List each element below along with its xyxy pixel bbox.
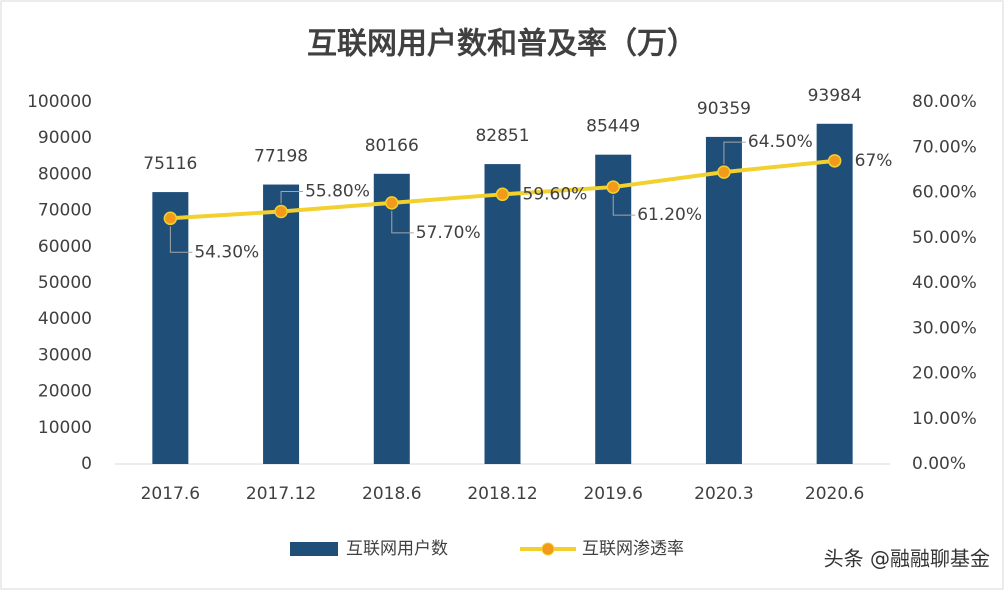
y2-tick-label: 50.00%: [912, 228, 977, 248]
legend-label: 互联网用户数: [346, 539, 448, 559]
line-value-label: 57.70%: [416, 223, 481, 243]
y-tick-label: 30000: [38, 345, 92, 365]
line-value-label: 67%: [855, 151, 893, 171]
line-value-label: 61.20%: [637, 205, 702, 225]
leader-line: [280, 191, 304, 204]
y2-tick-label: 70.00%: [912, 137, 977, 157]
y-tick-label: 90000: [38, 128, 92, 148]
x-tick-label: 2018.12: [467, 484, 537, 504]
bar-value-label: 75116: [143, 154, 197, 174]
watermark: 头条 @融融聊基金: [824, 547, 990, 571]
bar: [705, 136, 742, 464]
x-tick-label: 2020.6: [805, 484, 864, 504]
line-marker: [385, 196, 399, 210]
y2-tick-label: 10.00%: [912, 409, 977, 429]
bar-value-label: 82851: [475, 126, 529, 146]
leader-line: [612, 195, 636, 216]
y-tick-label: 70000: [38, 201, 92, 221]
y2-tick-label: 30.00%: [912, 318, 977, 338]
leader-line: [723, 141, 746, 165]
y2-tick-label: 20.00%: [912, 364, 977, 384]
line-value-label: 54.30%: [194, 242, 259, 262]
y-tick-label: 50000: [38, 273, 92, 293]
bar-value-label: 85449: [586, 117, 640, 137]
legend-label: 互联网渗透率: [582, 539, 684, 559]
bar: [816, 123, 853, 464]
line-marker: [495, 187, 510, 202]
y-tick-label: 0: [81, 454, 92, 474]
line-marker: [163, 211, 178, 226]
line-value-label: 55.80%: [305, 182, 370, 202]
bar-value-label: 93984: [808, 86, 862, 106]
bar-value-label: 90359: [697, 99, 751, 119]
x-tick-label: 2017.12: [246, 484, 316, 504]
y-tick-label: 80000: [38, 164, 92, 184]
y-tick-label: 40000: [38, 309, 92, 329]
x-tick-label: 2020.3: [694, 484, 753, 504]
y2-tick-label: 80.00%: [912, 92, 977, 112]
bar: [263, 184, 300, 464]
line-value-label: 64.50%: [748, 132, 813, 152]
y-tick-label: 60000: [38, 237, 92, 257]
y2-tick-label: 0.00%: [912, 454, 966, 474]
line-marker: [717, 165, 731, 179]
x-tick-label: 2017.6: [141, 484, 200, 504]
legend-marker: [541, 542, 555, 556]
leader-line: [169, 226, 193, 253]
line-marker: [274, 204, 288, 219]
x-tick-label: 2018.6: [362, 484, 421, 504]
leader-line: [391, 210, 414, 234]
line-marker: [827, 154, 842, 168]
y-tick-label: 100000: [27, 92, 92, 112]
x-tick-label: 2019.6: [583, 484, 642, 504]
y2-tick-label: 60.00%: [912, 183, 977, 203]
y2-tick-label: 40.00%: [912, 273, 977, 293]
y-tick-label: 10000: [38, 418, 92, 438]
line-value-label: 59.60%: [523, 184, 588, 204]
chart-title: 互联网用户数和普及率（万）: [307, 27, 697, 62]
legend-swatch: [290, 542, 338, 556]
y-tick-label: 20000: [38, 382, 92, 402]
bar-value-label: 77198: [254, 147, 308, 167]
line-marker: [606, 180, 620, 194]
bar-value-label: 80166: [365, 136, 419, 156]
bar: [484, 164, 521, 464]
